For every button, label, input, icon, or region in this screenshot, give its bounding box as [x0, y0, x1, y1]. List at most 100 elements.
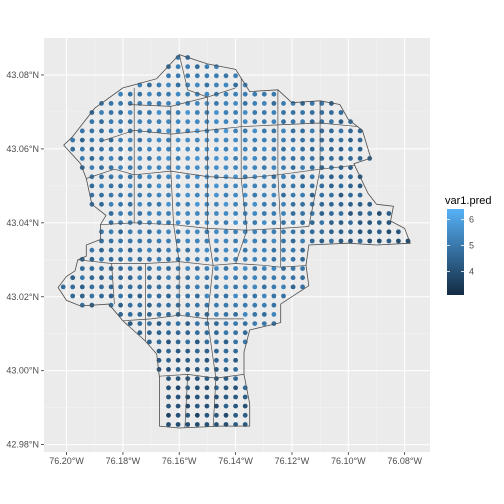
prediction-point [223, 339, 229, 345]
prediction-point [194, 156, 200, 161]
prediction-point [357, 238, 363, 244]
prediction-point [214, 284, 219, 290]
prediction-point [290, 183, 296, 189]
prediction-point [147, 339, 152, 345]
prediction-point [252, 137, 258, 143]
prediction-point [127, 302, 133, 308]
prediction-point [309, 229, 315, 235]
prediction-point [127, 110, 133, 115]
prediction-point [386, 211, 392, 216]
prediction-point [214, 367, 219, 372]
y-tick-label: 43.02°N [6, 292, 39, 302]
prediction-point [271, 220, 277, 226]
prediction-point [290, 229, 296, 235]
prediction-point [214, 312, 219, 317]
prediction-point [147, 266, 152, 271]
prediction-point [118, 284, 123, 290]
prediction-point [147, 247, 152, 253]
prediction-point [223, 348, 229, 354]
prediction-point [118, 312, 123, 317]
prediction-point [261, 238, 267, 244]
prediction-point [185, 91, 191, 97]
prediction-point [89, 119, 95, 125]
prediction-point [99, 137, 104, 143]
prediction-point [290, 128, 296, 134]
prediction-point [242, 293, 248, 299]
x-axis: 76.20°W 76.18°W 76.16°W 76.14°W 76.12°W 76.10… [49, 452, 422, 466]
prediction-point [175, 174, 181, 180]
prediction-point [175, 339, 181, 345]
prediction-point [175, 156, 181, 161]
prediction-point [166, 293, 171, 299]
prediction-point [166, 321, 171, 326]
prediction-point [175, 293, 181, 299]
prediction-point [271, 183, 277, 189]
prediction-point [175, 128, 181, 134]
prediction-point [166, 247, 171, 253]
prediction-point [194, 146, 200, 152]
prediction-point [166, 357, 171, 363]
prediction-point [156, 174, 162, 180]
prediction-point [156, 247, 162, 253]
prediction-point [281, 256, 286, 262]
prediction-point [261, 211, 267, 216]
prediction-point [156, 229, 162, 235]
prediction-point [166, 165, 171, 171]
prediction-point [290, 266, 296, 271]
prediction-point [60, 284, 66, 290]
prediction-point [396, 229, 401, 235]
prediction-point [118, 256, 123, 262]
prediction-point [319, 211, 325, 216]
prediction-point [204, 137, 210, 143]
prediction-point [175, 376, 181, 381]
prediction-point [175, 211, 181, 216]
prediction-point [319, 156, 325, 161]
prediction-point [156, 312, 162, 317]
x-tick-label: 76.10°W [331, 456, 366, 466]
prediction-point [166, 73, 171, 79]
prediction-point [290, 211, 296, 216]
prediction-point [223, 385, 229, 391]
prediction-point [233, 348, 239, 354]
prediction-point [175, 367, 181, 372]
prediction-point [118, 128, 123, 134]
prediction-point [137, 165, 143, 171]
prediction-point [185, 165, 191, 171]
prediction-point [137, 201, 143, 207]
prediction-point [204, 339, 210, 345]
prediction-point [300, 137, 305, 143]
prediction-point [147, 82, 152, 88]
prediction-point [185, 192, 191, 198]
prediction-point [194, 247, 200, 253]
prediction-point [252, 293, 258, 299]
prediction-point [386, 238, 392, 244]
prediction-point [357, 146, 363, 152]
prediction-point [204, 156, 210, 161]
prediction-point [242, 110, 248, 115]
prediction-point [223, 201, 229, 207]
prediction-point [147, 275, 152, 281]
prediction-point [242, 128, 248, 134]
prediction-point [290, 284, 296, 290]
prediction-point [108, 174, 114, 180]
x-tick-label: 76.14°W [218, 456, 253, 466]
prediction-point [357, 128, 363, 134]
prediction-point [214, 165, 219, 171]
prediction-point [233, 385, 239, 391]
prediction-point [223, 137, 229, 143]
prediction-point [127, 165, 133, 171]
prediction-point [329, 146, 334, 152]
neighborhood-line [207, 97, 217, 428]
prediction-point [99, 247, 104, 253]
prediction-point [348, 229, 353, 235]
prediction-point [348, 183, 353, 189]
prediction-point [233, 367, 239, 372]
prediction-point [357, 211, 363, 216]
prediction-point [194, 385, 200, 391]
prediction-point [127, 183, 133, 189]
prediction-point [252, 128, 258, 134]
prediction-point [271, 192, 277, 198]
prediction-point [185, 385, 191, 391]
prediction-point [233, 321, 239, 326]
x-tick-label: 76.20°W [49, 456, 84, 466]
